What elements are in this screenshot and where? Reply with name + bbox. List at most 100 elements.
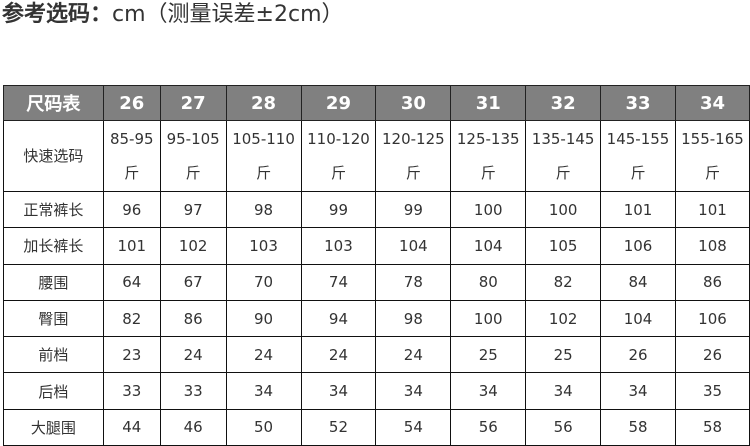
measurement-cell: 104 bbox=[450, 227, 527, 265]
measurement-cell: 106 bbox=[674, 299, 750, 338]
row-label: 后档 bbox=[3, 372, 104, 410]
measurement-cell: 24 bbox=[300, 336, 377, 374]
measurement-cell: 70 bbox=[225, 263, 302, 301]
measurement-cell: 86 bbox=[159, 299, 227, 338]
header-row: 尺码表 26 27 28 29 30 31 32 33 34 bbox=[3, 85, 750, 121]
weight-range-cell: 85-95 斤 bbox=[102, 120, 161, 192]
measurement-cell: 25 bbox=[525, 336, 602, 374]
size-header: 34 bbox=[674, 85, 750, 121]
size-header: 28 bbox=[225, 85, 302, 121]
size-header: 32 bbox=[525, 85, 602, 121]
size-header: 30 bbox=[375, 85, 452, 121]
measurement-cell: 58 bbox=[674, 408, 750, 446]
measurement-cell: 26 bbox=[600, 336, 676, 374]
measurement-cell: 106 bbox=[600, 227, 676, 265]
row-label: 臀围 bbox=[3, 299, 104, 338]
measurement-cell: 104 bbox=[600, 299, 676, 338]
measurement-cell: 33 bbox=[102, 372, 161, 410]
measurement-cell: 104 bbox=[375, 227, 452, 265]
weight-unit: 斤 bbox=[405, 164, 421, 182]
measurement-cell: 23 bbox=[102, 336, 161, 374]
weight-unit: 斤 bbox=[185, 164, 201, 182]
weight-range-cell: 135-145 斤 bbox=[525, 120, 602, 192]
weight-range: 85-95 bbox=[109, 130, 154, 148]
weight-unit: 斤 bbox=[124, 164, 140, 182]
measurement-cell: 108 bbox=[674, 227, 750, 265]
weight-range-cell: 110-120 斤 bbox=[300, 120, 377, 192]
measurement-cell: 82 bbox=[102, 299, 161, 338]
size-header: 29 bbox=[300, 85, 377, 121]
measurement-cell: 82 bbox=[525, 263, 602, 301]
measurement-cell: 34 bbox=[525, 372, 602, 410]
quick-select-row: 快速选码 85-95 斤 95-105 斤 105-110 斤 110-120 斤 120-125… bbox=[3, 120, 750, 192]
table-row: 后档 33 33 34 34 34 34 34 34 35 bbox=[3, 372, 750, 410]
title-bold: 参考选码： bbox=[2, 2, 113, 27]
measurement-cell: 34 bbox=[375, 372, 452, 410]
measurement-cell: 34 bbox=[450, 372, 527, 410]
weight-unit: 斤 bbox=[480, 164, 496, 182]
title-unit: cm（测量误差±2cm） bbox=[112, 2, 344, 27]
measurement-cell: 96 bbox=[102, 190, 161, 229]
measurement-cell: 67 bbox=[159, 263, 227, 301]
measurement-cell: 101 bbox=[600, 190, 676, 229]
measurement-cell: 97 bbox=[159, 190, 227, 229]
measurement-cell: 52 bbox=[300, 408, 377, 446]
row-label: 加长裤长 bbox=[3, 227, 104, 265]
measurement-cell: 90 bbox=[225, 299, 302, 338]
measurement-cell: 34 bbox=[225, 372, 302, 410]
weight-unit: 斤 bbox=[555, 164, 571, 182]
measurement-cell: 100 bbox=[450, 299, 527, 338]
weight-unit: 斤 bbox=[630, 164, 646, 182]
measurement-cell: 98 bbox=[225, 190, 302, 229]
row-label: 大腿围 bbox=[3, 408, 104, 446]
weight-unit: 斤 bbox=[330, 164, 346, 182]
measurement-cell: 103 bbox=[225, 227, 302, 265]
measurement-cell: 34 bbox=[300, 372, 377, 410]
size-header: 26 bbox=[102, 85, 161, 121]
weight-range-cell: 120-125 斤 bbox=[375, 120, 452, 192]
table-corner-header: 尺码表 bbox=[3, 85, 104, 121]
measurement-cell: 100 bbox=[525, 190, 602, 229]
measurement-cell: 99 bbox=[375, 190, 452, 229]
measurement-cell: 26 bbox=[674, 336, 750, 374]
measurement-cell: 24 bbox=[375, 336, 452, 374]
weight-range-cell: 105-110 斤 bbox=[225, 120, 302, 192]
measurement-cell: 33 bbox=[159, 372, 227, 410]
measurement-cell: 24 bbox=[159, 336, 227, 374]
row-label: 前档 bbox=[3, 336, 104, 374]
measurement-cell: 102 bbox=[525, 299, 602, 338]
measurement-cell: 105 bbox=[525, 227, 602, 265]
measurement-cell: 35 bbox=[674, 372, 750, 410]
weight-range-cell: 95-105 斤 bbox=[159, 120, 227, 192]
weight-range: 105-110 bbox=[232, 130, 295, 148]
measurement-cell: 99 bbox=[300, 190, 377, 229]
measurement-cell: 94 bbox=[300, 299, 377, 338]
page-title: 参考选码：cm（测量误差±2cm） bbox=[2, 0, 344, 30]
measurement-cell: 100 bbox=[450, 190, 527, 229]
measurement-cell: 44 bbox=[102, 408, 161, 446]
measurement-cell: 101 bbox=[102, 227, 161, 265]
size-header: 27 bbox=[159, 85, 227, 121]
row-label: 正常裤长 bbox=[3, 190, 104, 229]
table-row: 正常裤长 96 97 98 99 99 100 100 101 101 bbox=[3, 190, 750, 229]
table-row: 腰围 64 67 70 74 78 80 82 84 86 bbox=[3, 263, 750, 301]
weight-range: 145-155 bbox=[606, 130, 670, 148]
measurement-cell: 56 bbox=[450, 408, 527, 446]
weight-unit: 斤 bbox=[256, 164, 272, 182]
measurement-cell: 24 bbox=[225, 336, 302, 374]
measurement-cell: 25 bbox=[450, 336, 527, 374]
weight-range: 135-145 bbox=[531, 130, 595, 148]
weight-range: 125-135 bbox=[456, 130, 520, 148]
table-row: 前档 23 24 24 24 24 25 25 26 26 bbox=[3, 336, 750, 374]
measurement-cell: 64 bbox=[102, 263, 161, 301]
measurement-cell: 98 bbox=[375, 299, 452, 338]
table-row: 臀围 82 86 90 94 98 100 102 104 106 bbox=[3, 299, 750, 338]
measurement-cell: 101 bbox=[674, 190, 750, 229]
row-label: 快速选码 bbox=[3, 120, 104, 192]
size-header: 33 bbox=[600, 85, 676, 121]
measurement-cell: 102 bbox=[159, 227, 227, 265]
measurement-cell: 58 bbox=[600, 408, 676, 446]
measurement-cell: 34 bbox=[600, 372, 676, 410]
measurement-cell: 50 bbox=[225, 408, 302, 446]
weight-range: 95-105 bbox=[166, 130, 220, 148]
